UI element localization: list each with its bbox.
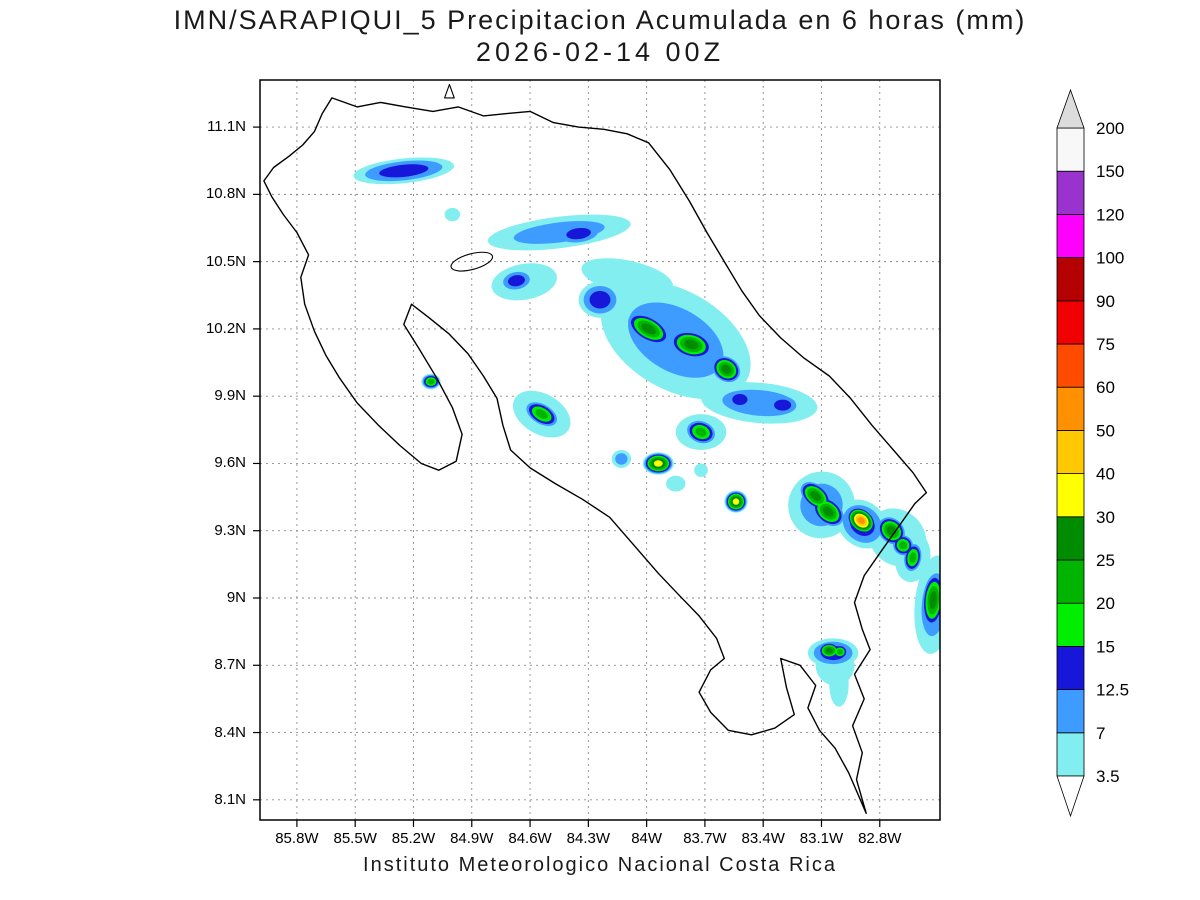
colorbar-tick-label: 90: [1096, 292, 1115, 311]
lat-tick-label: 9.9N: [214, 387, 246, 405]
lake-outline: [450, 251, 494, 272]
gridlines: [260, 80, 940, 820]
precipitation-cells: [353, 157, 940, 707]
title-line1: IMN/SARAPIQUI_5 Precipitacion Acumulada …: [173, 5, 1027, 35]
colorbar-tick-label: 100: [1096, 249, 1124, 268]
lat-tick-label: 10.8N: [205, 185, 246, 203]
lon-tick-label: 85.5W: [333, 830, 377, 847]
lon-tick-label: 84.3W: [566, 830, 610, 847]
colorbar-tick-label: 30: [1096, 508, 1115, 527]
lat-tick-label: 9.3N: [214, 521, 246, 539]
colorbar-tick-label: 60: [1096, 378, 1115, 397]
colorbar-tick-label: 120: [1096, 205, 1124, 224]
axis-ticks: [253, 126, 881, 827]
colorbar-tick-label: 40: [1096, 465, 1115, 484]
colorbar-tick-label: 20: [1096, 594, 1115, 613]
lon-tick-label: 83.4W: [741, 830, 785, 847]
lat-tick-label: 9.6N: [214, 454, 246, 472]
colorbar-panel: 3.5 7 12.5 15 20 25 30 40 50 60 75 90 100 120 150 200: [1052, 86, 1200, 830]
colorbar-tick-label: 7: [1096, 724, 1105, 743]
map-panel: 11.1N 10.8N 10.5N 10.2N 9.9N 9.6N 9.3N 9N 8.7N 8.…: [206, 72, 948, 847]
colorbar-tick-label: 75: [1096, 335, 1115, 354]
lon-tick-label: 84.6W: [508, 830, 552, 847]
footer-text: Instituto Meteorologico Nacional Costa R…: [363, 854, 837, 876]
colorbar-bottom-arrow: [1056, 775, 1085, 818]
lon-tick-label: 83.7W: [683, 830, 727, 847]
lon-tick-label: 85.8W: [275, 830, 319, 847]
costa-rica-coastline: [263, 97, 928, 814]
lat-tick-label: 8.7N: [214, 656, 246, 674]
lat-tick-label: 10.2N: [205, 319, 246, 337]
lon-tick-label: 85.2W: [391, 830, 436, 847]
colorbar-tick-label: 25: [1096, 551, 1115, 570]
lon-tick-label: 84W: [631, 830, 663, 847]
plot-border: [259, 79, 941, 821]
lat-tick-label: 10.5N: [205, 252, 246, 270]
colorbar-tick-label: 150: [1096, 162, 1124, 181]
colorbar-legend: 3.5 7 12.5 15 20 25 30 40 50 60 75 90 100 120 150 200: [1056, 88, 1129, 818]
colorbar-labels: 3.5 7 12.5 15 20 25 30 40 50 60 75 90 100 120 150 200: [1096, 119, 1129, 786]
precipitation-map: [253, 79, 941, 827]
colorbar-tick-label: 12.5: [1096, 681, 1129, 700]
lat-tick-label: 11.1N: [207, 118, 246, 136]
title-line2: 2026-02-14 00Z: [475, 37, 725, 68]
lon-tick-label: 82.8W: [858, 830, 902, 847]
island-triangle-outline: [444, 83, 455, 99]
colorbar-top-arrow: [1056, 88, 1085, 129]
lon-tick-label: 83.1W: [799, 830, 844, 847]
colorbar-bands: [1056, 88, 1085, 818]
colorbar-tick-label: 3.5: [1096, 767, 1120, 786]
lon-tick-label: 84.9W: [450, 830, 494, 847]
lat-tick-label: 8.4N: [214, 723, 246, 741]
colorbar-tick-label: 15: [1096, 637, 1115, 656]
colorbar-tick-label: 50: [1096, 421, 1115, 440]
lat-tick-label: 8.1N: [214, 790, 246, 808]
page-title: IMN/SARAPIQUI_5 Precipitacion Acumulada …: [0, 4, 1200, 69]
colorbar-tick-label: 200: [1096, 119, 1124, 138]
lat-tick-label: 9N: [226, 589, 246, 606]
map-outlines: [263, 83, 928, 814]
